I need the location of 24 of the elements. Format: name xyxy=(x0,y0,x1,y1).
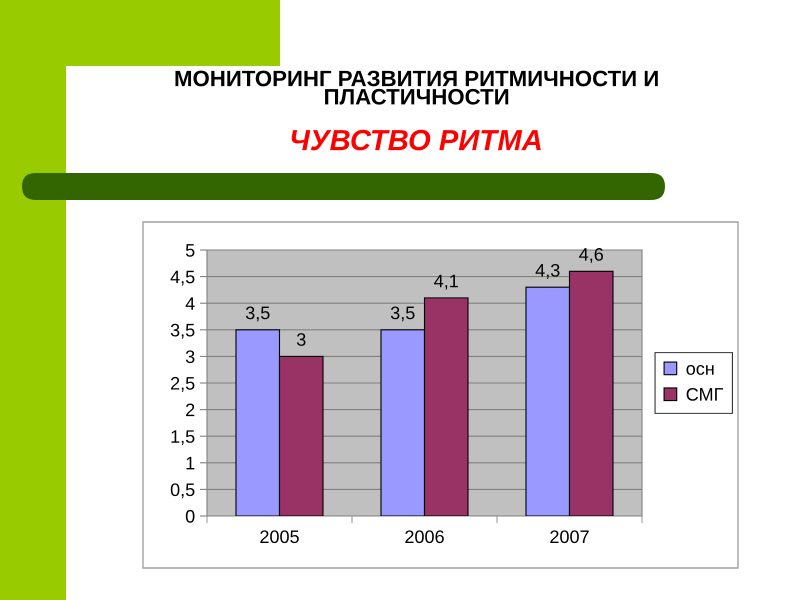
data-label: 4,6 xyxy=(579,248,604,263)
data-label: 4,3 xyxy=(536,264,560,279)
y-tick-label: 2,5 xyxy=(171,376,194,392)
y-tick-label: 1 xyxy=(186,456,194,470)
y-tick-label: 3 xyxy=(186,350,194,364)
data-label: 4,1 xyxy=(434,274,458,290)
y-tick-label: 4,5 xyxy=(170,270,194,286)
y-tick-label: 0,5 xyxy=(170,483,194,498)
y-tick-label: 1,5 xyxy=(171,430,194,446)
legend-label: осн xyxy=(686,365,714,375)
chart-title: МОНИТОРИНГ РАЗВИТИЯ РИТМИЧНОСТИ И ПЛАСТИЧНОСТИ xyxy=(175,70,658,105)
x-tick-label: 2006 xyxy=(405,530,444,544)
data-label: 3,5 xyxy=(246,306,270,322)
y-tick-label: 3,5 xyxy=(170,324,194,339)
y-tick-label: 4 xyxy=(186,297,195,310)
y-tick-label: 5 xyxy=(186,244,194,257)
data-label: 3,5 xyxy=(390,306,415,322)
y-tick-label: 0 xyxy=(186,510,194,523)
data-label: 3 xyxy=(296,333,306,346)
x-tick-label: 2007 xyxy=(550,530,589,544)
chart-subtitle: ЧУВСТВО РИТМА xyxy=(292,130,541,150)
y-tick-label: 2 xyxy=(186,404,194,416)
legend-label: СМГ xyxy=(686,388,724,401)
x-tick-label: 2005 xyxy=(260,530,299,544)
